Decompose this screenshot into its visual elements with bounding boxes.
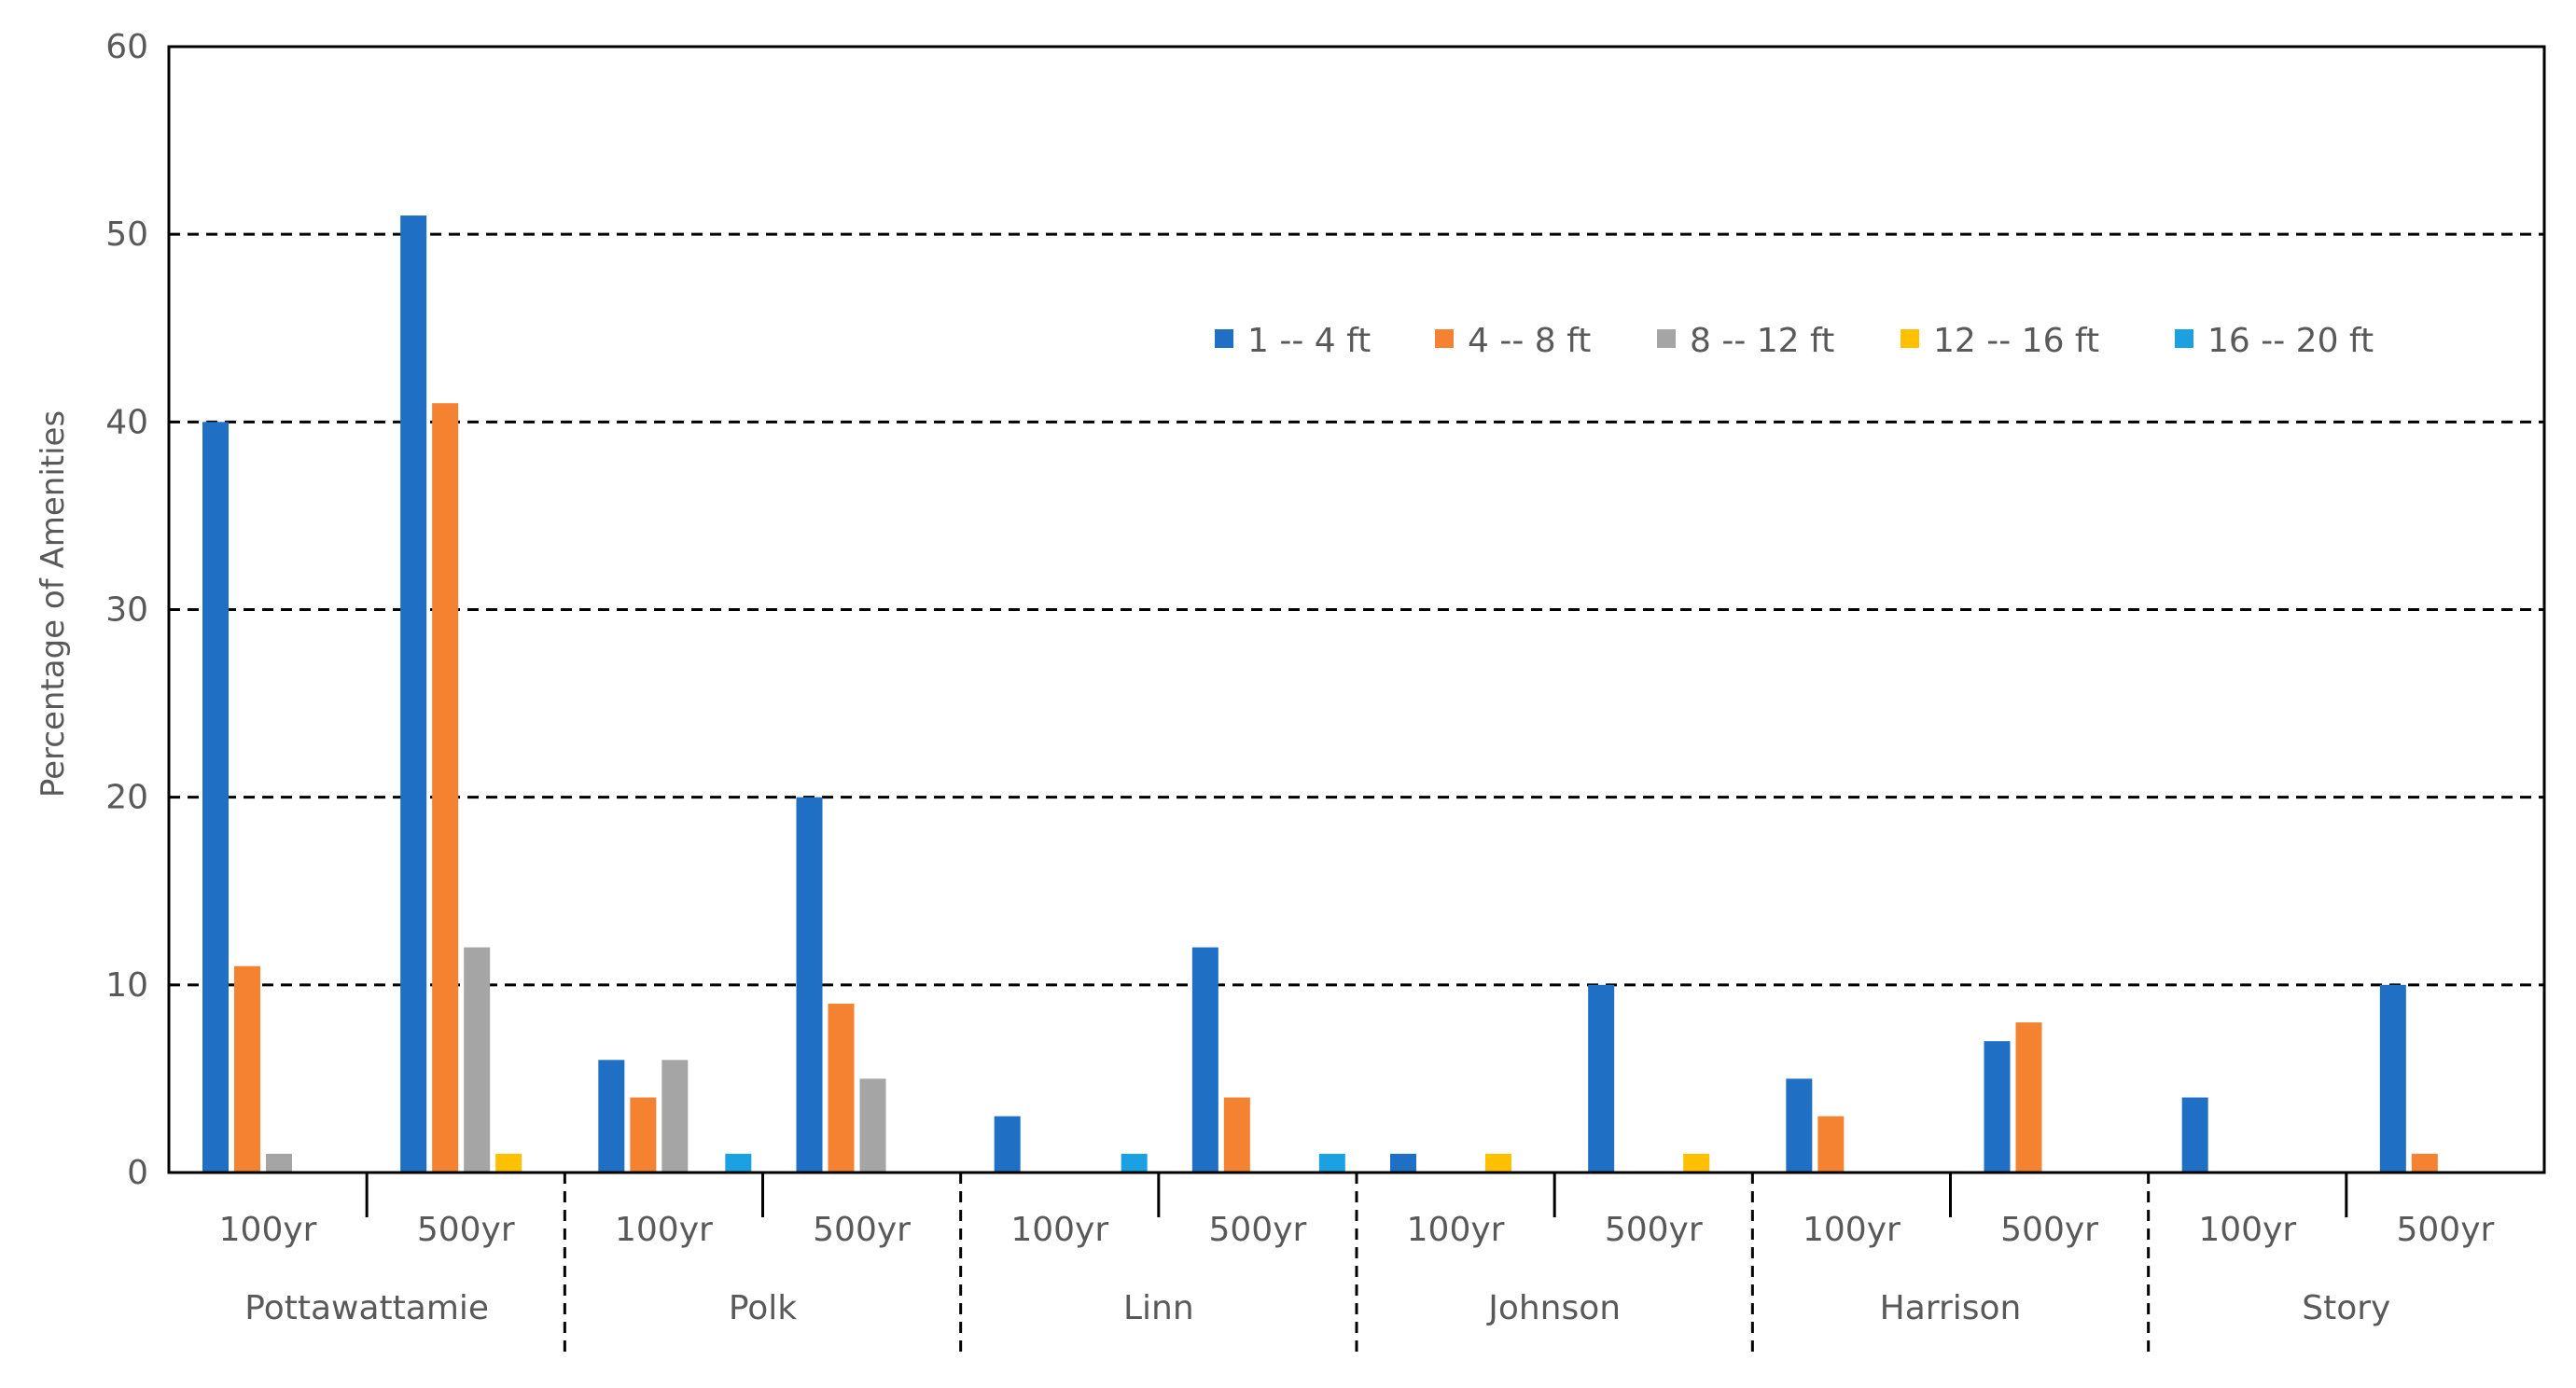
x-axis: 100yr 500yr 100yr 500yr 100yr 500yr 100yr 500yr… bbox=[219, 1173, 2495, 1353]
legend-label: 4 -- 8 ft bbox=[1468, 322, 1591, 360]
x-tick-label: 500yr bbox=[2397, 1211, 2495, 1249]
legend: 1 -- 4 ft 4 -- 8 ft 8 -- 12 ft 12 -- 16 ft 1… bbox=[1215, 322, 2374, 360]
legend-swatch bbox=[2175, 329, 2193, 348]
legend-swatch bbox=[1657, 329, 1676, 348]
bar bbox=[1223, 1097, 1250, 1173]
bar bbox=[1121, 1153, 1148, 1173]
bar bbox=[2411, 1153, 2438, 1173]
legend-label: 1 -- 4 ft bbox=[1247, 322, 1371, 360]
x-tick-label: 100yr bbox=[1407, 1211, 1505, 1249]
bar bbox=[859, 1078, 886, 1173]
x-tick-label: 100yr bbox=[615, 1211, 713, 1249]
bar bbox=[234, 965, 260, 1173]
bar bbox=[464, 947, 491, 1173]
bar bbox=[202, 422, 229, 1173]
bar bbox=[1683, 1153, 1710, 1173]
x-tick-label: 100yr bbox=[1010, 1211, 1108, 1249]
x-tick-label: 500yr bbox=[813, 1211, 911, 1249]
bar bbox=[2015, 1022, 2042, 1173]
y-tick-label: 30 bbox=[105, 591, 148, 630]
bar bbox=[828, 1003, 855, 1173]
x-tick-label: 500yr bbox=[417, 1211, 515, 1249]
bar bbox=[2181, 1097, 2208, 1173]
bar bbox=[2379, 984, 2406, 1173]
bar bbox=[1984, 1041, 2011, 1173]
bar bbox=[796, 797, 823, 1173]
y-tick-label: 60 bbox=[105, 28, 148, 66]
bar bbox=[432, 403, 459, 1173]
bar bbox=[1191, 947, 1218, 1173]
bar bbox=[598, 1060, 625, 1173]
y-tick-label: 50 bbox=[105, 215, 148, 254]
y-tick-label: 10 bbox=[105, 966, 148, 1005]
gridlines bbox=[169, 232, 2544, 987]
x-group-label: Johnson bbox=[1486, 1289, 1621, 1327]
bar bbox=[994, 1116, 1021, 1173]
x-group-label: Pottawattamie bbox=[244, 1289, 489, 1327]
y-tick-label: 0 bbox=[127, 1154, 148, 1192]
x-group-label: Story bbox=[2302, 1289, 2390, 1327]
bar bbox=[630, 1097, 657, 1173]
bar bbox=[1817, 1116, 1845, 1173]
bar bbox=[725, 1153, 752, 1173]
bar bbox=[1485, 1153, 1511, 1173]
x-tick-label: 100yr bbox=[1803, 1211, 1901, 1249]
bar bbox=[1390, 1153, 1416, 1173]
x-tick-label: 500yr bbox=[1605, 1211, 1703, 1249]
y-tick-label: 20 bbox=[105, 779, 148, 817]
y-axis-ticks: 0 10 20 30 40 50 60 bbox=[105, 28, 148, 1192]
y-tick-label: 40 bbox=[105, 403, 148, 441]
legend-swatch bbox=[1435, 329, 1454, 348]
y-axis-title: Percentage of Amenities bbox=[35, 410, 72, 798]
legend-swatch bbox=[1215, 329, 1233, 348]
bar bbox=[1588, 984, 1615, 1173]
legend-label: 12 -- 16 ft bbox=[1933, 322, 2099, 360]
x-tick-label: 100yr bbox=[219, 1211, 317, 1249]
x-tick-label: 500yr bbox=[2000, 1211, 2098, 1249]
x-tick-label: 100yr bbox=[2198, 1211, 2296, 1249]
bar bbox=[400, 215, 427, 1173]
bar bbox=[661, 1060, 689, 1173]
bar bbox=[266, 1153, 292, 1173]
bars bbox=[202, 215, 2438, 1173]
legend-label: 8 -- 12 ft bbox=[1690, 322, 1834, 360]
legend-swatch bbox=[1901, 329, 1919, 348]
x-group-label: Polk bbox=[729, 1289, 797, 1327]
bar bbox=[1318, 1153, 1345, 1173]
x-tick-label: 500yr bbox=[1209, 1211, 1307, 1249]
bar bbox=[495, 1153, 522, 1173]
x-group-label: Harrison bbox=[1880, 1289, 2022, 1327]
x-group-label: Linn bbox=[1123, 1289, 1194, 1327]
legend-label: 16 -- 20 ft bbox=[2207, 322, 2374, 360]
bar bbox=[1786, 1078, 1813, 1173]
